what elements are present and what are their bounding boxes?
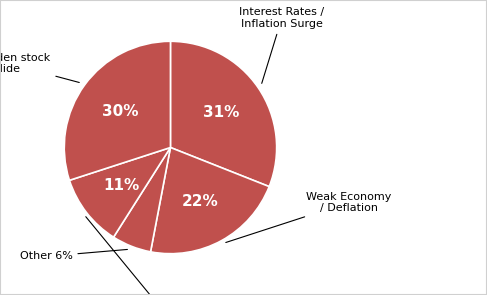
Text: Other 6%: Other 6%: [19, 250, 128, 261]
Wedge shape: [170, 41, 277, 187]
Wedge shape: [150, 148, 269, 254]
Wedge shape: [113, 148, 170, 252]
Text: Interest Rates /
Inflation Surge: Interest Rates / Inflation Surge: [239, 7, 324, 83]
Wedge shape: [64, 41, 170, 180]
Text: 22%: 22%: [182, 194, 219, 209]
Text: Disaster / War
sparks panic: Disaster / War sparks panic: [86, 217, 209, 295]
Wedge shape: [70, 148, 170, 237]
Text: A sudden stock
slide: A sudden stock slide: [0, 53, 79, 83]
Text: Weak Economy
/ Deflation: Weak Economy / Deflation: [226, 191, 392, 242]
Text: 31%: 31%: [203, 105, 240, 120]
Text: 30%: 30%: [102, 104, 139, 119]
Text: 11%: 11%: [104, 178, 140, 193]
